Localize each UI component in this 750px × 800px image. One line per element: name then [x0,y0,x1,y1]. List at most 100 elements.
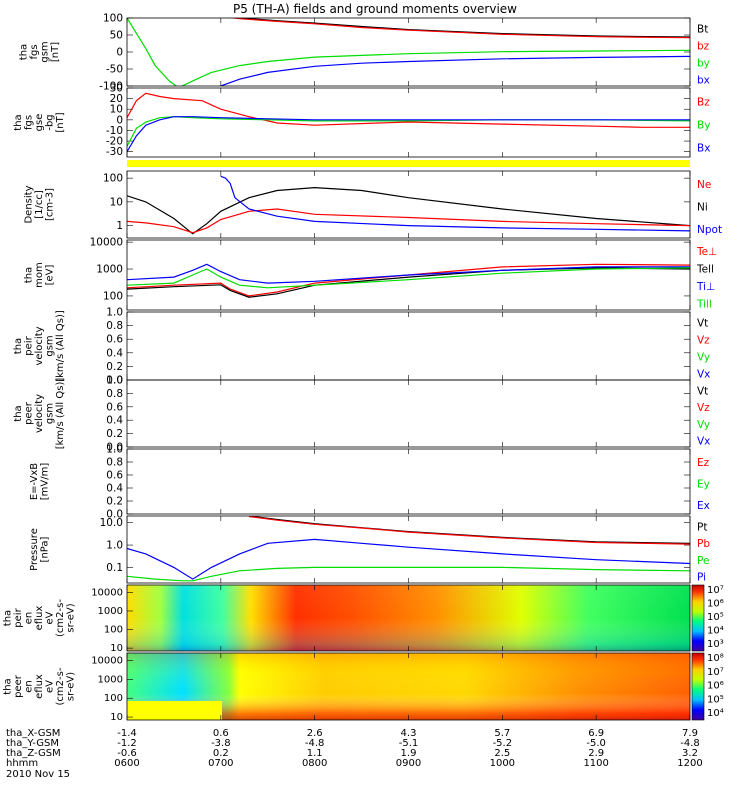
colorbar-tick-label: 10⁸ [707,653,724,664]
x-tick-label: 1200 [677,758,702,769]
y-tick-label: 0.8 [106,388,123,400]
y-tick-label: 1000 [96,264,123,276]
series-Bt [234,18,690,38]
time-axis: tha_X-GSM -1.4 0.6 2.6 4.3 5.7 6.9 7.9 tha_Y-GSM… [6,728,703,780]
y-tick-label: 0.2 [106,361,123,373]
y-tick-label: 1.0 [106,375,123,387]
legend-entry: Vy [697,419,710,431]
x-tick-label: 0.6 [213,728,229,739]
colorbar [691,652,705,721]
y-axis-label: peir [24,335,35,355]
panel-ion-spectrogram: 10⁷ 10⁶ 10⁵ 10⁴ 10³ 10000 1000 100 10 tha peir en ef… [3,584,724,654]
y-tick-label: -20 [106,136,123,148]
x-tick-label: -3.8 [211,738,231,749]
x-tick-label: -4.8 [680,738,700,749]
legend-entry: Pb [697,538,710,550]
y-tick-label: 0.0 [106,375,123,387]
panel-temperature: 10000 1000 100 Te⊥ Tell Ti⊥ Till tha mom [eV] [24,237,717,311]
y-axis-label: [km/s (All Qs)] [55,310,66,382]
y-axis-label: [km/s (All Qs)] [55,378,66,450]
x-tick-label: 1.1 [307,748,323,759]
y-tick-label: -30 [106,146,123,158]
series-group [127,516,690,582]
y-axis-label: tha [13,114,24,130]
series-Bx [127,116,690,153]
y-tick-label: 0.4 [106,415,123,427]
y-tick-label: -100 [99,81,123,93]
y-axis-label: peer [24,401,35,425]
date-label: 2010 Nov 15 [6,769,70,780]
colorbar-tick-label: 10⁵ [707,694,724,705]
x-tick-label: 2.9 [588,748,604,759]
y-tick-label: 1 [116,220,123,232]
x-tick-label: 4.3 [401,728,417,739]
y-axis-label: en [24,612,35,625]
y-tick-label: 10 [110,104,123,116]
x-tick-label: 0900 [396,758,421,769]
y-axis-label: tha [18,44,29,60]
y-tick-label: 0.2 [106,428,123,440]
x-tick-label: 0.2 [213,748,229,759]
y-tick-label: 30 [110,83,123,95]
legend-entry: Vt [697,318,708,330]
x-tick-label: 1100 [583,758,608,769]
x-axis-row-label: tha_Y-GSM [6,738,59,749]
legend-entry: Ni [697,202,708,214]
y-axis-label: -bg [45,114,56,130]
y-axis-label: tha [3,610,14,626]
y-axis-label: gsm [39,41,50,62]
x-tick-label: 0700 [208,758,233,769]
panel-frame [126,311,691,381]
series-bz [228,18,690,39]
y-axis-label: tha [13,405,24,421]
y-axis-label: gse [34,114,45,132]
legend-entry: Ex [697,500,710,512]
legend-entry: Vx [697,369,710,381]
series-Pe [127,566,690,582]
legend-entry: by [697,58,710,70]
x-tick-label: -0.6 [117,748,137,759]
legend-entry: Till [696,298,712,310]
x-tick-label: 6.9 [588,728,604,739]
x-axis-row-label: tha_X-GSM [6,728,60,739]
colorbar [691,584,705,652]
x-tick-label: 1.9 [401,748,417,759]
series-Te⊥ [127,263,690,297]
series-group [127,175,690,235]
series-Npot [220,175,690,232]
y-tick-label: 0.6 [106,401,123,413]
spectrogram-low-energy-band [127,701,222,720]
legend-entry: Npot [697,224,722,236]
legend-entry: Ez [697,457,710,469]
x-tick-label: 0800 [302,758,327,769]
panel-frame [126,515,691,584]
series-Pb [248,516,690,545]
series-By [127,116,690,147]
x-tick-label: 0600 [114,758,139,769]
y-tick-label: 10000 [90,237,123,249]
y-axis-label: [nPa] [39,536,50,562]
y-axis-label: eV [45,611,56,624]
y-tick-label: 0.0 [106,442,123,454]
y-axis-label: en [24,680,35,693]
legend-entry: Ey [697,479,710,491]
legend-entry: Pe [697,555,709,567]
y-tick-label: 0.4 [106,483,123,495]
panel-frame [126,170,691,239]
series-group [127,18,690,86]
legend-entry: Tell [696,263,714,275]
x-tick-label: -5.2 [493,738,513,749]
legend-entry: bx [697,75,710,87]
y-axis-label: peir [13,607,24,627]
panel-pressure: 10.0 1.0 0.1 Pt Pb Pe Pi Pressure [nPa] [29,515,710,584]
y-axis-label: fgs [24,115,35,130]
y-tick-label: 0.0 [106,509,123,521]
y-axis-label: velocity [34,326,45,365]
series-Pi [127,538,690,580]
panel-frame [126,379,691,448]
y-tick-label: 0.6 [106,470,123,482]
